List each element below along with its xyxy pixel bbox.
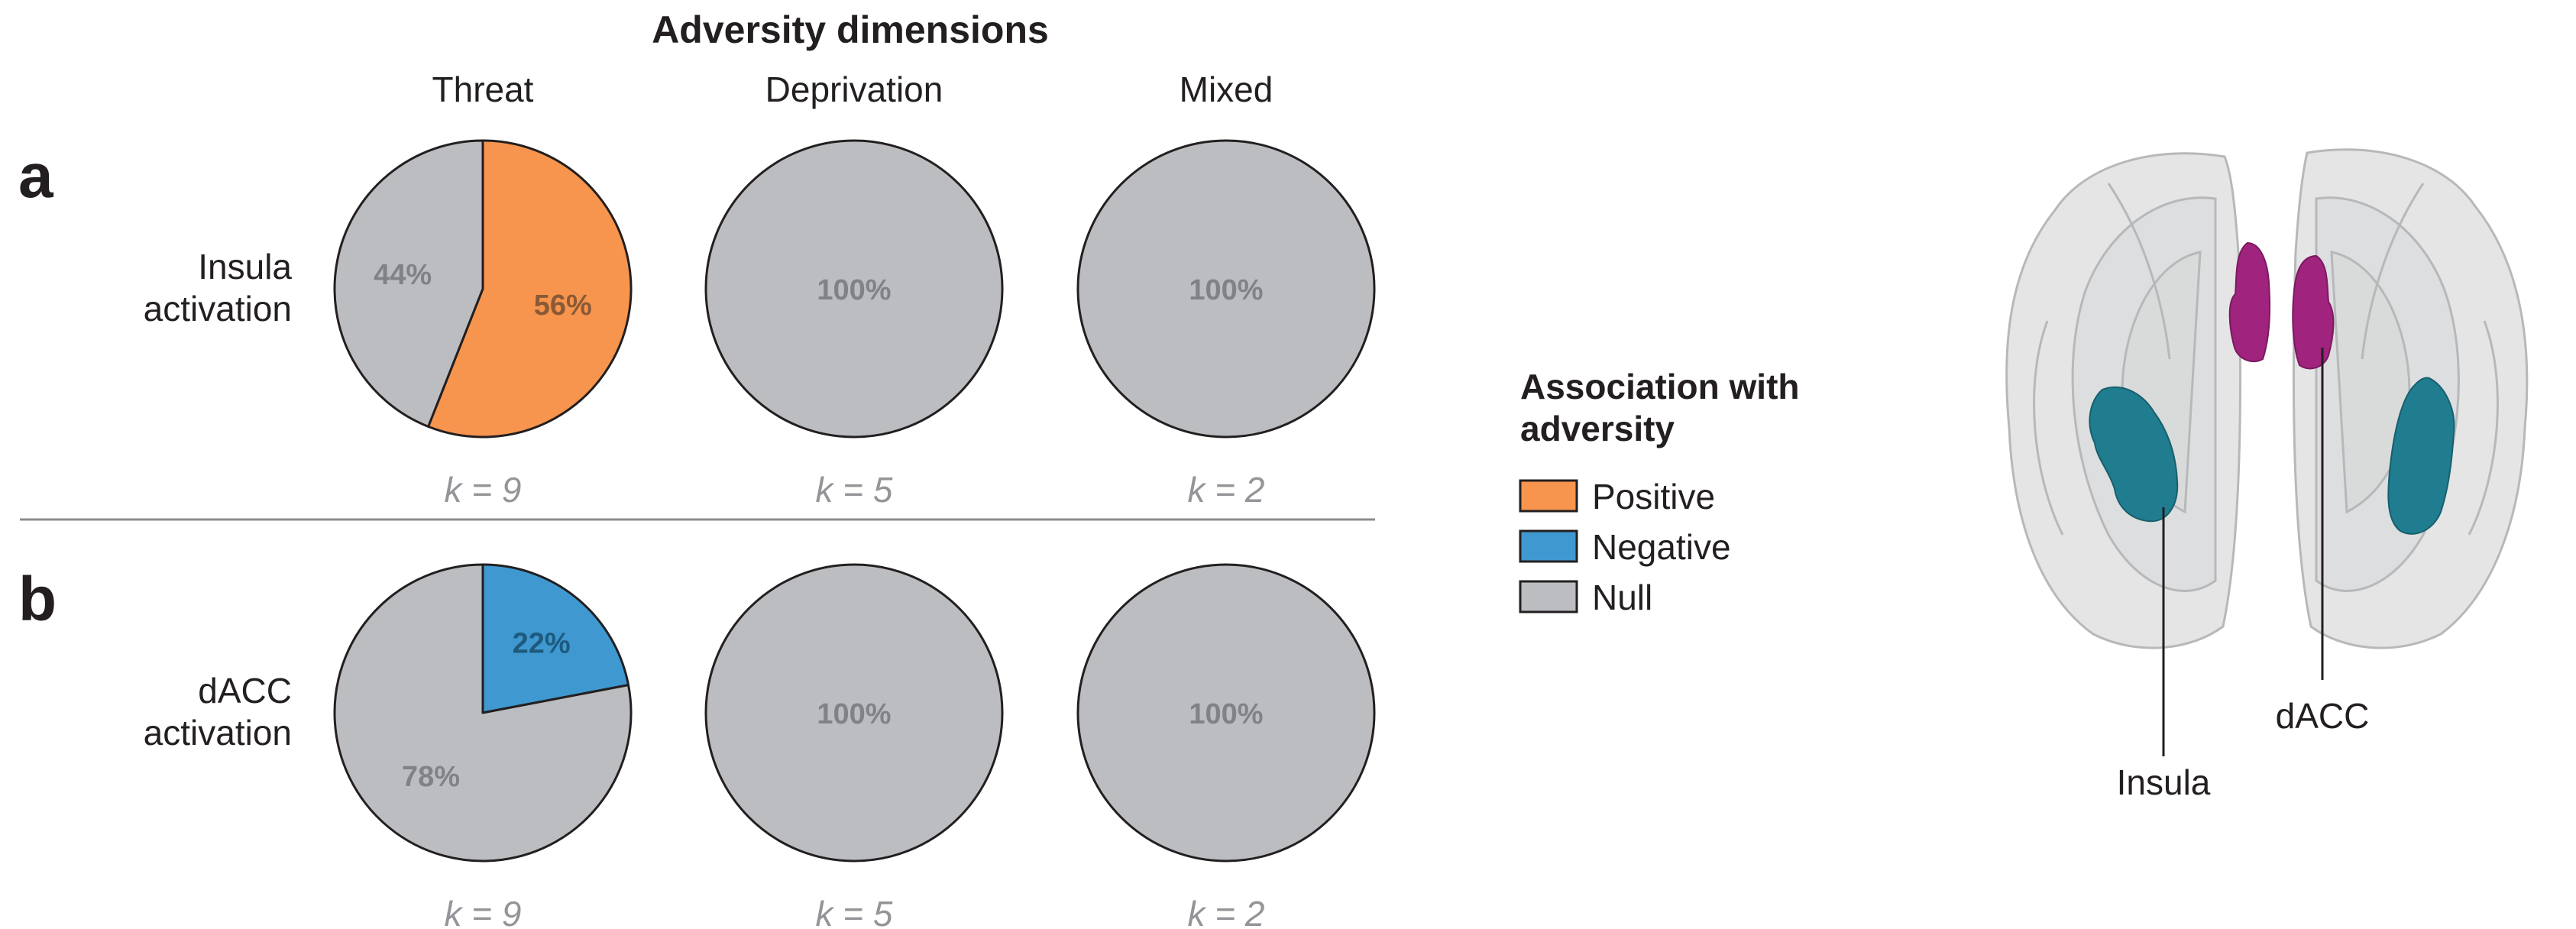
pie-label-b-deprivation-null: 100% <box>817 698 891 730</box>
pie-b-mixed: 100% k = 2 <box>1076 563 1376 929</box>
pie-a-deprivation: 100% k = 5 <box>704 139 1004 510</box>
pie-slice-a-threat-null <box>333 139 484 428</box>
column-title-deprivation: Deprivation <box>765 70 943 109</box>
pie-b-threat: 22% 78% k = 9 <box>333 563 633 929</box>
pie-k-label-b-deprivation: k = 5 <box>815 894 892 929</box>
brain-illustration: Insula dACC <box>2005 148 2529 802</box>
column-title-threat: Threat <box>432 70 534 109</box>
pie-label-a-threat-positive: 56% <box>534 290 592 322</box>
brain-label-dacc: dACC <box>2276 696 2370 736</box>
legend-title-line2: adversity <box>1520 409 1675 448</box>
pie-label-a-mixed-null: 100% <box>1189 274 1263 306</box>
pie-slice-b-threat-null <box>333 563 633 863</box>
pie-charts: 56% 44% k = 9 100% k = 5 100% k = 2 22% 78% k = 9… <box>333 139 1376 929</box>
pie-b-deprivation: 100% k = 5 <box>704 563 1004 929</box>
pie-slice-b-mixed-null <box>1076 563 1376 863</box>
row-label-b-line2: activation <box>144 713 292 753</box>
pie-label-a-threat-null: 44% <box>374 259 432 291</box>
pie-k-label-a-mixed: k = 2 <box>1187 470 1264 510</box>
legend-label-null: Null <box>1592 578 1652 617</box>
pie-label-b-threat-null: 78% <box>402 761 460 793</box>
column-title-mixed: Mixed <box>1180 70 1273 109</box>
pie-slice-b-deprivation-null <box>704 563 1004 863</box>
pie-slice-b-threat-negative <box>481 563 630 714</box>
insula-region-right <box>2387 377 2455 535</box>
pie-a-threat: 56% 44% k = 9 <box>333 139 633 510</box>
legend-title-line1: Association with <box>1520 367 1799 406</box>
pie-k-label-b-threat: k = 9 <box>444 894 521 929</box>
dacc-region-right <box>2292 254 2335 370</box>
pie-label-b-threat-negative: 22% <box>513 627 571 659</box>
pie-k-label-a-threat: k = 9 <box>444 470 521 510</box>
pie-slice-a-threat-positive <box>427 139 633 439</box>
pie-slice-a-mixed-null <box>1076 139 1376 439</box>
pie-label-a-deprivation-null: 100% <box>817 274 891 306</box>
brain-label-insula: Insula <box>2117 762 2211 802</box>
pie-k-label-a-deprivation: k = 5 <box>815 470 892 510</box>
pie-k-label-b-mixed: k = 2 <box>1187 894 1264 929</box>
legend-label-negative: Negative <box>1592 527 1731 567</box>
legend: Association with adversity Positive Nega… <box>1519 367 1799 617</box>
pie-a-mixed: 100% k = 2 <box>1076 139 1376 510</box>
legend-swatch-positive <box>1519 479 1578 513</box>
pie-slice-a-deprivation-null <box>704 139 1004 439</box>
pie-label-b-mixed-null: 100% <box>1189 698 1263 730</box>
row-label-a-line2: activation <box>144 289 292 329</box>
row-label-b-line1: dACC <box>198 671 292 711</box>
insula-region-left <box>2089 386 2179 523</box>
dacc-region-left <box>2228 241 2271 363</box>
row-label-a-line1: Insula <box>198 247 292 286</box>
panel-letter-a: a <box>18 141 54 211</box>
legend-swatch-negative <box>1519 529 1578 563</box>
legend-swatch-null <box>1519 580 1578 613</box>
panel-letter-b: b <box>18 565 57 634</box>
legend-label-positive: Positive <box>1592 477 1715 516</box>
figure-header: Adversity dimensions <box>652 8 1049 51</box>
